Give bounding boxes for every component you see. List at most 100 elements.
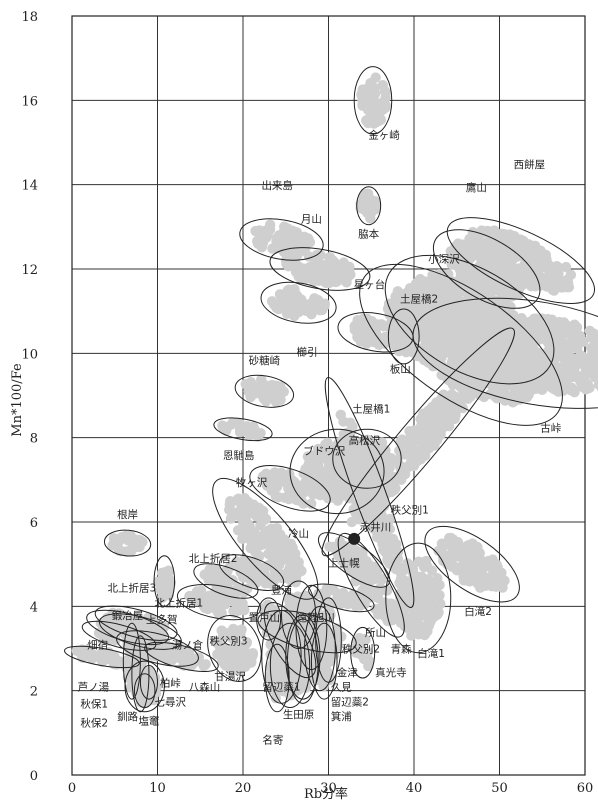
data-point — [486, 301, 498, 313]
data-point — [434, 352, 445, 364]
data-point — [427, 270, 438, 281]
data-point — [333, 466, 345, 477]
data-point — [357, 100, 368, 111]
data-point — [591, 369, 598, 381]
data-point — [508, 360, 519, 371]
data-point — [304, 483, 316, 495]
data-point — [327, 256, 338, 267]
data-point — [364, 504, 375, 515]
data-point — [447, 534, 459, 545]
data-point — [341, 439, 352, 451]
data-point — [396, 603, 407, 614]
data-point — [158, 574, 169, 585]
data-point — [244, 502, 255, 514]
data-point — [346, 516, 358, 528]
data-point — [377, 79, 389, 91]
data-point — [395, 573, 407, 585]
data-point — [263, 525, 275, 536]
data-point — [435, 396, 447, 408]
data-point — [318, 443, 330, 455]
data-point — [460, 303, 471, 314]
data-point — [526, 280, 537, 292]
data-point — [257, 471, 269, 482]
data-point — [318, 636, 329, 647]
data-point — [266, 479, 277, 490]
data-point — [279, 470, 291, 481]
data-point — [422, 438, 433, 449]
data-point — [313, 265, 324, 276]
data-point — [567, 355, 578, 366]
data-point — [238, 651, 249, 663]
data-point — [509, 272, 521, 284]
data-point — [361, 457, 372, 469]
data-point — [281, 308, 293, 319]
data-point — [458, 242, 469, 253]
data-point — [321, 470, 333, 481]
data-point — [270, 491, 282, 502]
data-point — [549, 375, 560, 386]
data-point — [225, 513, 237, 524]
data-point — [412, 571, 423, 582]
data-point — [380, 331, 391, 343]
data-point — [392, 553, 404, 565]
data-point — [394, 460, 405, 472]
data-point — [472, 541, 483, 553]
data-point — [405, 303, 416, 315]
data-point — [205, 574, 216, 585]
data-point — [213, 647, 225, 659]
data-point — [284, 486, 296, 497]
data-point — [477, 356, 489, 368]
data-point — [566, 382, 577, 393]
data-point — [449, 284, 461, 296]
data-point — [452, 329, 463, 340]
data-point — [366, 481, 377, 492]
data-point — [392, 286, 404, 297]
data-point — [592, 338, 598, 350]
data-point — [126, 545, 137, 557]
data-point — [550, 384, 561, 395]
data-point — [225, 590, 236, 601]
data-point — [157, 592, 168, 603]
data-point — [255, 233, 266, 245]
data-point — [322, 492, 334, 503]
data-point — [469, 556, 481, 567]
data-point — [489, 229, 501, 241]
data-point — [243, 379, 254, 390]
data-point — [413, 629, 424, 640]
data-point — [453, 319, 465, 331]
data-point — [564, 326, 575, 337]
data-point — [555, 347, 567, 359]
data-point — [535, 381, 546, 392]
data-point — [473, 369, 485, 381]
data-point — [422, 345, 433, 356]
data-point — [448, 403, 459, 414]
data-point — [216, 625, 227, 636]
data-point — [199, 602, 211, 614]
data-point — [360, 334, 371, 346]
data-point — [563, 281, 575, 293]
data-point — [499, 391, 510, 402]
data-point — [433, 410, 444, 422]
data-point — [341, 277, 352, 288]
data-point — [345, 543, 356, 554]
data-point — [453, 375, 464, 387]
data-point — [571, 333, 583, 344]
data-point — [359, 633, 370, 645]
data-point — [507, 254, 519, 265]
data-point — [322, 586, 333, 597]
data-point — [274, 299, 285, 310]
data-point — [516, 313, 527, 324]
data-point — [536, 331, 547, 342]
data-point — [115, 545, 127, 557]
data-point — [290, 553, 301, 565]
data-point — [479, 253, 491, 265]
data-point — [323, 277, 335, 289]
data-point — [499, 363, 511, 374]
data-point — [499, 298, 511, 310]
data-point — [584, 382, 595, 394]
data-point — [491, 242, 502, 253]
data-point — [420, 337, 431, 348]
data-point — [383, 516, 394, 528]
data-point — [283, 573, 294, 584]
data-point — [331, 588, 343, 599]
